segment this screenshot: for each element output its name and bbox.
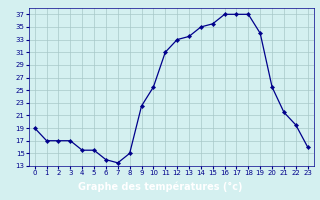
Text: Graphe des températures (°c): Graphe des températures (°c) bbox=[78, 182, 242, 192]
